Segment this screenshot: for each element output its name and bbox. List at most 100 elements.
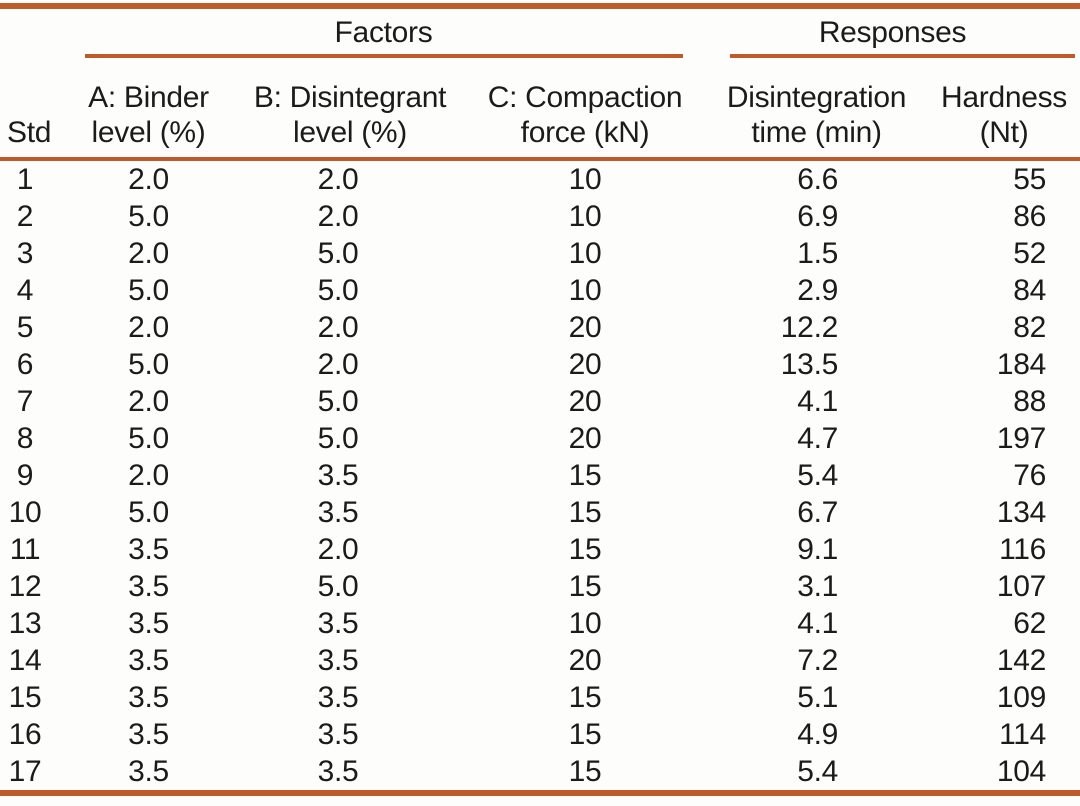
cell-disintegration-time: 5.4 xyxy=(797,755,838,788)
table-row: 5 2.0 2.0 20 12.2 82 xyxy=(0,309,1080,346)
table-row: 1 2.0 2.0 10 6.6 55 xyxy=(0,159,1080,198)
cell-disintegration-time: 2.9 xyxy=(797,274,838,307)
header-line: B: Disintegrant xyxy=(253,81,447,114)
cell-binder-level: 2.0 xyxy=(128,311,169,344)
cell-binder-level: 3.5 xyxy=(128,718,169,751)
group-header-row: Factors Responses xyxy=(0,6,1080,58)
cell-disintegration-time: 5.1 xyxy=(797,681,838,714)
cell-disintegration-time: 6.9 xyxy=(797,200,838,233)
cell-hardness: 82 xyxy=(1013,311,1047,344)
table-head: Factors Responses Std A: Binder level (%… xyxy=(0,6,1080,161)
table-row: 10 5.0 3.5 15 6.7 134 xyxy=(0,494,1080,531)
cell-disintegration-time: 1.5 xyxy=(797,237,838,270)
cell-binder-level: 2.0 xyxy=(128,459,169,492)
cell-hardness: 52 xyxy=(1013,237,1047,270)
cell-binder-level: 3.5 xyxy=(128,607,169,640)
cell-disintegration-time: 9.1 xyxy=(797,533,838,566)
cell-disintegrant-level: 2.0 xyxy=(317,163,359,196)
cell-disintegration-time: 4.1 xyxy=(797,385,838,418)
cell-compaction-force: 20 xyxy=(568,644,602,677)
col-header-std: Std xyxy=(0,58,62,161)
cell-hardness: 104 xyxy=(996,755,1047,788)
cell-binder-level: 5.0 xyxy=(128,496,169,529)
cell-disintegration-time: 4.1 xyxy=(797,607,838,640)
cell-hardness: 109 xyxy=(996,681,1047,714)
cell-compaction-force: 15 xyxy=(568,755,602,788)
cell-binder-level: 3.5 xyxy=(128,681,169,714)
cell-disintegration-time: 6.6 xyxy=(797,163,838,196)
cell-binder-level: 2.0 xyxy=(128,385,169,418)
group-header-responses: Responses xyxy=(705,6,1080,58)
cell-disintegrant-level: 2.0 xyxy=(317,348,359,381)
table-row: 15 3.5 3.5 15 5.1 109 xyxy=(0,679,1080,716)
col-header-binder-level: A: Binder level (%) xyxy=(62,58,235,161)
cell-hardness: 76 xyxy=(1013,459,1047,492)
table-row: 17 3.5 3.5 15 5.4 104 xyxy=(0,753,1080,793)
cell-std: 8 xyxy=(16,422,34,455)
cell-std: 15 xyxy=(8,681,42,714)
header-line: level (%) xyxy=(91,116,206,149)
cell-disintegrant-level: 3.5 xyxy=(317,755,359,788)
cell-binder-level: 5.0 xyxy=(128,274,169,307)
col-header-disintegration-time: Disintegration time (min) xyxy=(705,58,928,161)
cell-std: 7 xyxy=(16,385,34,418)
cell-disintegrant-level: 3.5 xyxy=(317,607,359,640)
table-row: 6 5.0 2.0 20 13.5 184 xyxy=(0,346,1080,383)
cell-disintegration-time: 7.2 xyxy=(797,644,838,677)
cell-disintegration-time: 4.9 xyxy=(797,718,838,751)
header-line: (Nt) xyxy=(979,116,1029,149)
cell-compaction-force: 20 xyxy=(568,348,602,381)
cell-std: 9 xyxy=(16,459,34,492)
cell-disintegration-time: 4.7 xyxy=(797,422,838,455)
table-row: 7 2.0 5.0 20 4.1 88 xyxy=(0,383,1080,420)
cell-hardness: 84 xyxy=(1013,274,1047,307)
header-line: Disintegration xyxy=(726,81,907,114)
cell-disintegrant-level: 2.0 xyxy=(317,200,359,233)
cell-compaction-force: 10 xyxy=(568,274,602,307)
header-line: A: Binder xyxy=(88,81,209,114)
table-body: 1 2.0 2.0 10 6.6 55 2 5.0 2.0 10 6.9 8 6 … xyxy=(0,159,1080,793)
cell-std: 16 xyxy=(8,718,42,751)
cell-hardness: 107 xyxy=(996,570,1047,603)
header-line: level (%) xyxy=(293,116,407,149)
col-header-disintegrant-level: B: Disintegrant level (%) xyxy=(235,58,465,161)
cell-disintegration-time: 3.1 xyxy=(797,570,838,603)
cell-compaction-force: 15 xyxy=(568,681,602,714)
group-header-factors: Factors xyxy=(62,6,705,58)
cell-std: 17 xyxy=(8,755,42,788)
cell-disintegrant-level: 2.0 xyxy=(317,533,359,566)
responses-underline xyxy=(730,54,1076,58)
cell-disintegrant-level: 3.5 xyxy=(317,496,359,529)
col-header-hardness: Hardness (Nt) xyxy=(928,58,1080,161)
cell-std: 2 xyxy=(16,200,34,233)
cell-std: 3 xyxy=(16,237,34,270)
factors-group-title: Factors xyxy=(334,16,433,49)
cell-compaction-force: 20 xyxy=(568,385,602,418)
cell-binder-level: 5.0 xyxy=(128,200,169,233)
cell-compaction-force: 15 xyxy=(568,533,602,566)
factors-underline xyxy=(85,54,683,58)
cell-disintegrant-level: 5.0 xyxy=(317,237,359,270)
cell-compaction-force: 10 xyxy=(568,237,602,270)
cell-hardness: 142 xyxy=(996,644,1047,677)
cell-hardness: 197 xyxy=(996,422,1047,455)
cell-disintegrant-level: 5.0 xyxy=(317,274,359,307)
table-row: 8 5.0 5.0 20 4.7 197 xyxy=(0,420,1080,457)
cell-compaction-force: 20 xyxy=(568,422,602,455)
cell-disintegrant-level: 3.5 xyxy=(317,718,359,751)
cell-disintegration-time: 5.4 xyxy=(797,459,838,492)
cell-compaction-force: 20 xyxy=(568,311,602,344)
cell-std: 6 xyxy=(16,348,34,381)
cell-hardness: 134 xyxy=(996,496,1047,529)
cell-compaction-force: 10 xyxy=(568,607,602,640)
col-header-compaction-force: C: Compaction force (kN) xyxy=(465,58,705,161)
header-line: C: Compaction xyxy=(487,81,683,114)
cell-disintegration-time: 13.5 xyxy=(780,348,839,381)
cell-binder-level: 3.5 xyxy=(128,755,169,788)
cell-binder-level: 2.0 xyxy=(128,237,169,270)
table-row: 16 3.5 3.5 15 4.9 114 xyxy=(0,716,1080,753)
table-row: 4 5.0 5.0 10 2.9 84 xyxy=(0,272,1080,309)
table-row: 2 5.0 2.0 10 6.9 86 xyxy=(0,198,1080,235)
table-row: 12 3.5 5.0 15 3.1 107 xyxy=(0,568,1080,605)
table-row: 3 2.0 5.0 10 1.5 52 xyxy=(0,235,1080,272)
